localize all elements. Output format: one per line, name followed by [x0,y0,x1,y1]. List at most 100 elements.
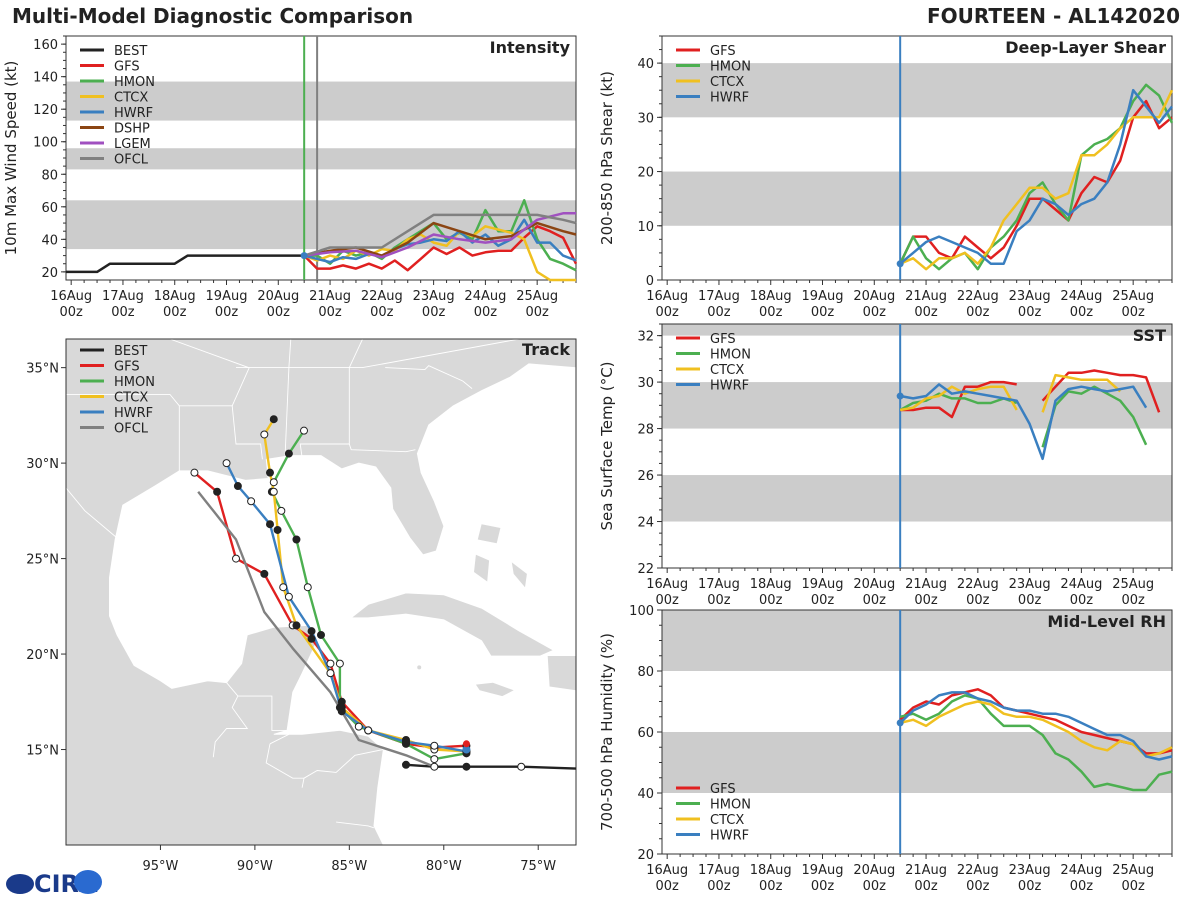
state-border [269,733,290,745]
x-tick-label: 00z [759,593,783,608]
x-tick-label: 19Aug [802,289,844,304]
track-marker [284,592,293,601]
shear-panel: 01020304016Aug00z17Aug00z18Aug00z19Aug00… [598,35,1174,320]
series-line-ctcx [899,89,1174,271]
y-tick-label: 80 [41,168,58,183]
y-tick-label: 32 [637,330,654,345]
x-tick-label: 00z [966,305,990,320]
track-line-ofcl [197,491,435,768]
y-tick-label: 30 [637,376,654,391]
x-tick-label: 25Aug [1112,863,1154,878]
x-tick-label: 00z [655,879,679,894]
x-tick-label: 00z [1018,593,1042,608]
y-tick-label: 20 [41,266,58,281]
track-marker [335,659,344,668]
x-tick-label: 22Aug [957,289,999,304]
x-tick-label: 18Aug [750,289,792,304]
x-tick-label: 19Aug [802,577,844,592]
storm-marker [462,740,470,748]
shade-band [662,475,1172,522]
x-tick-label: 00z [525,305,549,320]
x-tick-label: 17Aug [698,289,740,304]
y-tick-label: 40 [41,233,58,248]
shade-band [662,171,1172,226]
intensity-ylabel: 10m Max Wind Speed (kt) [2,61,20,256]
series-line-best [66,254,305,274]
y-tick-label: 100 [629,604,654,619]
x-tick-label: 17Aug [698,863,740,878]
lon-label: 95°W [142,859,178,874]
x-tick-label: 00z [707,879,731,894]
y-tick-label: 22 [637,562,654,577]
y-tick-label: 26 [637,469,654,484]
y-tick-label: 28 [637,423,654,438]
intensity-title: Intensity [490,38,571,57]
x-tick-label: 00z [811,593,835,608]
legend-label-gfs: GFS [710,44,736,59]
x-tick-label: 00z [914,879,938,894]
x-tick-label: 22Aug [957,577,999,592]
legend-label-best: BEST [114,44,147,59]
x-tick-label: 19Aug [206,289,248,304]
land-mainland [66,339,576,845]
track-marker [430,741,439,750]
track-marker [277,506,286,515]
x-tick-label: 00z [1018,305,1042,320]
series-line-hwrf [899,88,1173,265]
x-tick-label: 00z [1070,305,1094,320]
track-marker [284,449,293,458]
lat-label: 15°N [26,744,59,759]
track-marker [307,627,316,636]
x-tick-label: 00z [914,593,938,608]
x-tick-label: 00z [759,305,783,320]
sst-frame [661,323,1173,569]
y-tick-label: 20 [637,848,654,863]
rh-ylabel: 700-500 hPa Humidity (%) [598,633,616,831]
legend-label-hmon: HMON [710,60,751,75]
lat-label: 30°N [26,457,59,472]
series-line-lgem [304,212,576,259]
series-line-hwrf [303,218,577,264]
x-tick-label: 00z [1121,305,1145,320]
x-tick-label: 00z [655,305,679,320]
series-line-ctcx [303,225,576,282]
legend-label-ctcx: CTCX [710,813,744,828]
track-marker [462,762,471,771]
shear-title: Deep-Layer Shear [1005,38,1166,57]
lon-label: 90°W [237,859,273,874]
track-marker [364,726,373,735]
series-line-ctcx [1041,373,1122,413]
track-marker [354,722,363,731]
series-line-hwrf [899,383,1148,461]
x-tick-label: 24Aug [1060,863,1102,878]
state-border [66,487,120,540]
state-border [265,743,305,788]
legend-label-hwrf: HWRF [710,379,749,394]
x-tick-label: 21Aug [309,289,351,304]
x-tick-label: 21Aug [905,863,947,878]
lon-label: 80°W [426,859,462,874]
x-tick-label: 00z [1070,593,1094,608]
legend-label-ctcx: CTCX [114,391,148,406]
x-tick-label: 25Aug [1112,289,1154,304]
x-tick-label: 16Aug [50,289,92,304]
lat-label: 20°N [26,648,59,663]
y-tick-label: 40 [637,787,654,802]
x-tick-label: 18Aug [154,289,196,304]
x-tick-label: 00z [318,305,342,320]
y-tick-label: 60 [637,726,654,741]
track-marker [260,569,269,578]
x-tick-label: 00z [1070,879,1094,894]
legend-label-hmon: HMON [114,375,155,390]
track-marker [279,583,288,592]
legend-label-hwrf: HWRF [710,91,749,106]
series-line-ctcx [899,385,1018,412]
legend-label-gfs: GFS [710,782,736,797]
state-border [212,695,249,758]
track-marker [269,415,278,424]
legend-label-lgem: LGEM [114,137,151,152]
series-line-gfs [899,99,1173,265]
track-marker [232,554,240,563]
y-tick-label: 40 [637,57,654,72]
